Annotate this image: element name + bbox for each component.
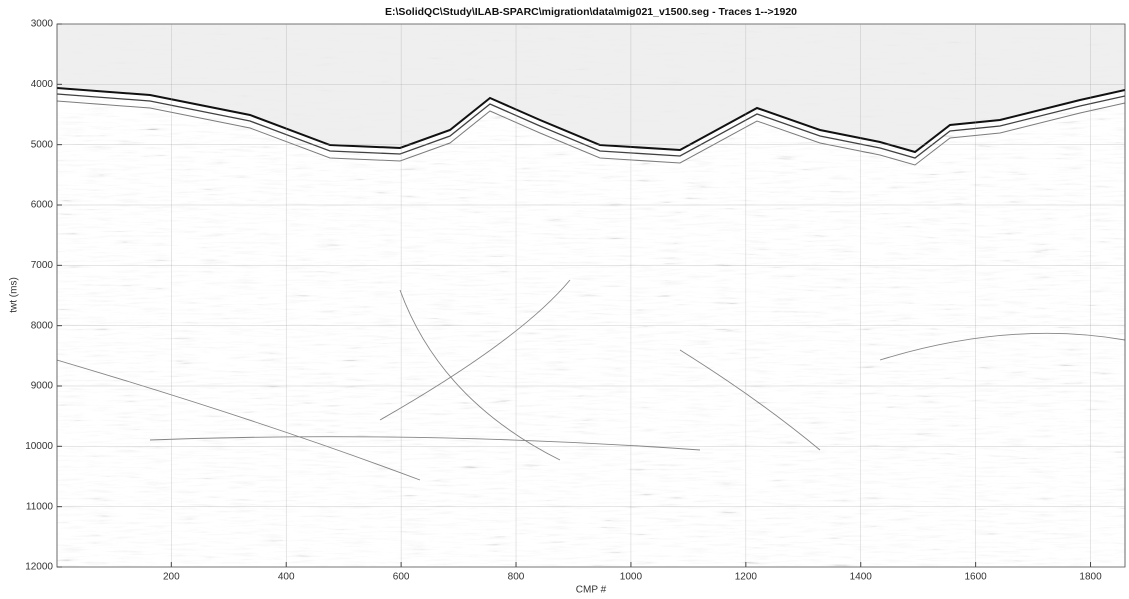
- x-tick-label: 1600: [965, 572, 988, 583]
- y-tick-label: 3000: [31, 19, 54, 30]
- seabed-reflector: [57, 87, 1125, 166]
- x-tick-label: 800: [508, 572, 525, 583]
- x-axis-label: CMP #: [576, 585, 607, 596]
- y-tick-label: 12000: [25, 562, 53, 573]
- seismic-image: [57, 24, 1125, 567]
- x-tick-label: 400: [278, 572, 295, 583]
- x-tick-label: 1200: [735, 572, 758, 583]
- x-tick-label: 1000: [620, 572, 643, 583]
- y-tick-label: 9000: [31, 381, 54, 392]
- y-tick-label: 5000: [31, 139, 54, 150]
- x-tick-label: 200: [163, 572, 180, 583]
- y-tick-label: 11000: [26, 501, 54, 512]
- y-tick-label: 7000: [31, 260, 54, 271]
- y-tick-label: 8000: [31, 320, 54, 331]
- x-tick-label: 600: [393, 572, 410, 583]
- x-tick-label: 1400: [850, 572, 873, 583]
- chart-title: E:\SolidQC\Study\ILAB-SPARC\migration\da…: [385, 6, 797, 18]
- y-tick-label: 6000: [31, 200, 54, 211]
- y-tick-label: 4000: [31, 79, 54, 90]
- y-axis-label: twt (ms): [9, 277, 20, 313]
- y-tick-label: 10000: [25, 441, 53, 452]
- x-tick-label: 1800: [1079, 572, 1102, 583]
- water-column: [57, 24, 1125, 152]
- diffraction-arcs: [57, 279, 1125, 481]
